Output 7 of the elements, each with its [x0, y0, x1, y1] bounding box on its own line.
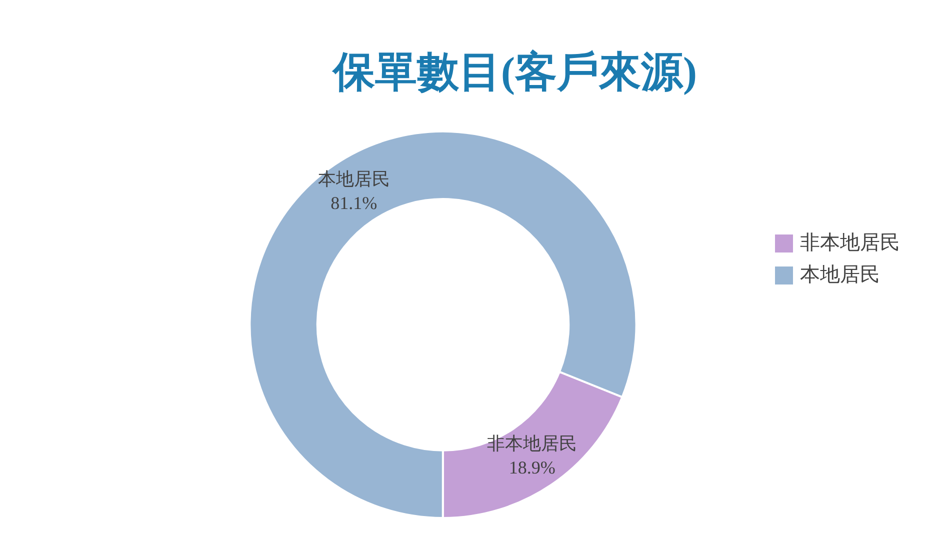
- slice-label: 非本地居民: [487, 434, 578, 454]
- slice-label: 本地居民: [318, 169, 390, 190]
- data-label: 18.9%: [508, 458, 556, 478]
- chart-title: 保單數目(客戶來源): [331, 49, 697, 96]
- legend-label: 非本地居民: [800, 232, 900, 254]
- legend-label: 本地居民: [800, 264, 880, 286]
- data-label: 81.1%: [330, 193, 378, 214]
